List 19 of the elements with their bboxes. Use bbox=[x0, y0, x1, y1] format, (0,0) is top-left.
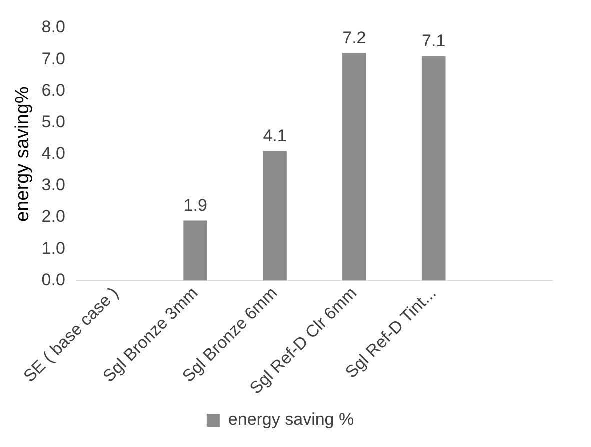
bar bbox=[263, 151, 287, 281]
legend-label: energy saving % bbox=[228, 410, 354, 430]
bar bbox=[342, 53, 366, 281]
bar bbox=[184, 220, 208, 281]
data-label: 7.2 bbox=[342, 28, 366, 48]
y-tick-label: 0.0 bbox=[42, 270, 66, 290]
data-label: 4.1 bbox=[263, 126, 287, 146]
y-tick-label: 4.0 bbox=[42, 144, 66, 164]
data-label: 1.9 bbox=[184, 196, 208, 215]
data-label: 7.1 bbox=[422, 32, 446, 51]
y-tick-label: 7.0 bbox=[42, 49, 66, 68]
y-tick-label: 5.0 bbox=[42, 112, 66, 132]
y-tick-label: 2.0 bbox=[42, 207, 66, 226]
y-axis-title: energy saving% bbox=[12, 86, 34, 222]
y-tick-label: 1.0 bbox=[42, 238, 66, 258]
y-tick-label: 8.0 bbox=[42, 18, 66, 37]
y-tick-label: 3.0 bbox=[42, 176, 66, 195]
bar bbox=[422, 56, 446, 281]
y-tick-label: 6.0 bbox=[42, 80, 66, 100]
